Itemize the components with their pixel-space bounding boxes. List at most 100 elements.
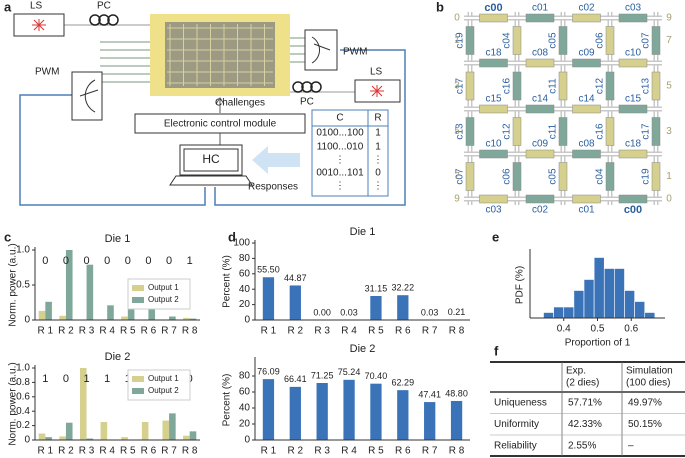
value-label: 62.29 (392, 378, 415, 388)
crp-cell: ⋮ (335, 155, 345, 166)
label-ls: LS (370, 67, 383, 78)
coupler-label: c09 (578, 48, 595, 59)
label-challenges: Challenges (215, 98, 265, 109)
bit-label: 0 (63, 373, 69, 385)
x-tick-label: R 2 (288, 326, 304, 337)
y-tick-label: 80 (239, 371, 251, 382)
bit-label: 0 (42, 255, 48, 267)
value-label: 76.09 (257, 367, 280, 377)
coupler-label: c13 (641, 78, 652, 95)
coupler-label: c05 (548, 32, 559, 49)
bar (65, 422, 73, 440)
coupler (479, 13, 508, 23)
y-tick-label: 80 (239, 253, 251, 264)
x-tick-label: R 1 (38, 326, 54, 337)
coupler-label: c08 (578, 139, 595, 150)
x-tick-label: R 4 (341, 326, 357, 337)
bar (38, 310, 46, 320)
y-tick-label: 0 (244, 435, 250, 446)
bar (59, 436, 66, 440)
histogram-bar (563, 306, 575, 319)
legend-label: Output 2 (148, 386, 179, 395)
x-tick-label: R 6 (141, 326, 157, 337)
crp-cell: 1100...010 (317, 142, 364, 153)
coupler-label: c12 (595, 78, 606, 95)
value-label: 32.22 (392, 283, 415, 293)
bar (262, 277, 275, 320)
pwm-box (71, 71, 103, 121)
keyboard (169, 175, 253, 186)
coupler (651, 162, 661, 191)
coupler-label: c15 (625, 94, 642, 105)
pwm-icon (311, 36, 331, 64)
y-axis-label: Norm. power (a.u.) (8, 362, 19, 445)
bar (121, 437, 128, 440)
coupler-label: c05 (548, 168, 559, 185)
coupler-label: c16 (502, 78, 513, 95)
bar (127, 306, 135, 320)
coupler (525, 194, 555, 204)
coupler (651, 26, 661, 55)
bar (189, 318, 197, 320)
coupler (651, 117, 661, 146)
coupler (525, 58, 555, 68)
port-number: 1 (666, 171, 672, 182)
coupler (572, 149, 601, 159)
bar (169, 316, 176, 320)
histogram-bar (603, 268, 615, 319)
bar (86, 264, 94, 320)
bar (397, 295, 409, 320)
x-tick-label: R 2 (288, 446, 304, 457)
x-axis-label: Proportion of 1 (565, 338, 631, 349)
x-tick-label: 0.5 (591, 324, 605, 335)
value-label: 75.24 (338, 367, 361, 377)
table-cell: 49.97% (628, 397, 662, 408)
x-tick-label: R 4 (341, 446, 357, 457)
bar (370, 383, 382, 440)
x-tick-label: R 7 (422, 326, 438, 337)
crp-cell: 0010...101 (316, 168, 364, 179)
pwm-box (304, 29, 338, 71)
y-axis-label: Percent (%) (222, 255, 233, 308)
histogram-bar (553, 306, 565, 319)
label-pwm: PWM (35, 67, 59, 78)
y-axis-label: PDF (%) (515, 266, 526, 304)
panel-f: Exp.(2 dies) Simulation(100 dies) Uniquene… (490, 361, 685, 457)
coupler (512, 26, 522, 55)
bar (59, 315, 66, 320)
value-label: 31.15 (365, 283, 388, 293)
crp-cell: ⋮ (373, 155, 383, 166)
label-pc: PC (97, 1, 111, 12)
bit-label: 0 (104, 255, 110, 267)
table-cell: – (628, 440, 634, 451)
coupler-label: c14 (532, 94, 549, 105)
x-tick-label: R 1 (38, 446, 54, 457)
table-cell: Reliability (494, 440, 537, 451)
coupler (465, 117, 475, 146)
value-label: 70.40 (365, 371, 388, 381)
coupler (605, 162, 615, 191)
x-tick-label: R 3 (79, 326, 95, 337)
y-tick-label: 1.0 (16, 245, 30, 256)
bar (45, 301, 52, 320)
bar (86, 438, 94, 440)
y-tick-label: 0.4 (16, 406, 30, 417)
x-tick-label: R 3 (314, 326, 330, 337)
y-tick-label: 60 (239, 268, 251, 279)
label-pwm: PWM (343, 47, 367, 58)
bar (316, 383, 328, 440)
bar (141, 422, 149, 440)
coupler-label: c06 (502, 168, 513, 185)
x-tick-label: R 4 (99, 326, 115, 337)
coupler-label: c10 (625, 48, 642, 59)
chart-title: Die 1 (350, 226, 376, 238)
panel-label: d (228, 229, 236, 244)
value-label: 44.87 (284, 273, 307, 283)
port-number: 9 (666, 13, 672, 24)
bar (121, 316, 128, 320)
x-tick-label: R 5 (120, 446, 136, 457)
coupler-label: c07 (455, 168, 466, 185)
panel-label: c (4, 229, 11, 244)
coupler (618, 58, 648, 68)
